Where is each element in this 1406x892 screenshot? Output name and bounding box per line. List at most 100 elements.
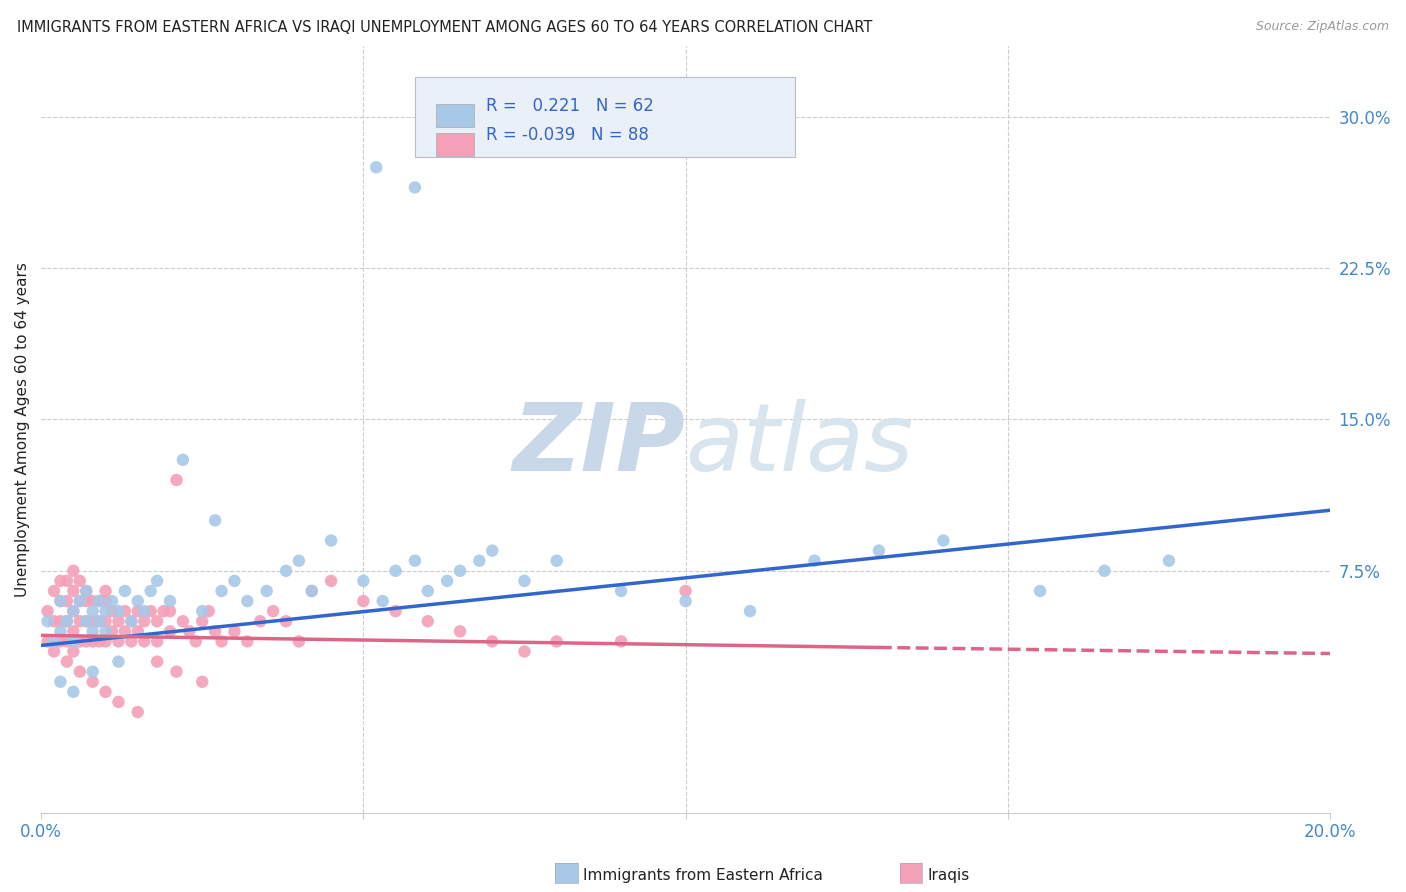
Point <box>546 554 568 568</box>
Point <box>42 634 65 648</box>
Point <box>75 584 97 599</box>
Point <box>56 614 79 628</box>
Point <box>204 513 226 527</box>
Point <box>127 705 149 719</box>
Point <box>236 634 259 648</box>
Point <box>932 533 955 548</box>
Point <box>481 543 503 558</box>
Point <box>107 604 129 618</box>
Point <box>114 584 136 599</box>
Point <box>107 614 129 628</box>
Point <box>352 574 374 588</box>
Point <box>165 665 187 679</box>
Point <box>120 634 142 648</box>
Point <box>321 574 343 588</box>
Point <box>75 594 97 608</box>
Point <box>75 614 97 628</box>
Point <box>146 574 169 588</box>
Point <box>49 594 72 608</box>
Point <box>56 614 79 628</box>
Point <box>107 695 129 709</box>
Point <box>37 604 59 618</box>
Point <box>204 624 226 639</box>
Text: Iraqis: Iraqis <box>928 869 970 883</box>
Point <box>62 624 84 639</box>
Point <box>101 624 124 639</box>
Point <box>87 614 110 628</box>
Point <box>146 634 169 648</box>
Point <box>49 634 72 648</box>
Point <box>416 614 439 628</box>
Point <box>436 574 458 588</box>
Y-axis label: Unemployment Among Ages 60 to 64 years: Unemployment Among Ages 60 to 64 years <box>15 262 30 597</box>
Point <box>37 634 59 648</box>
Point <box>803 554 825 568</box>
Point <box>404 554 426 568</box>
Point <box>82 624 104 639</box>
Point <box>82 614 104 628</box>
Point <box>172 452 194 467</box>
Point <box>134 604 156 618</box>
Point <box>1094 564 1116 578</box>
Point <box>321 533 343 548</box>
Point <box>262 604 284 618</box>
Point <box>449 624 471 639</box>
Point <box>468 554 491 568</box>
Point <box>274 564 297 578</box>
Point <box>69 665 91 679</box>
Point <box>62 644 84 658</box>
Point <box>236 594 259 608</box>
Text: R =   0.221   N = 62: R = 0.221 N = 62 <box>486 97 654 115</box>
FancyBboxPatch shape <box>436 133 474 156</box>
Point <box>675 584 697 599</box>
Point <box>87 614 110 628</box>
Point <box>127 624 149 639</box>
Point <box>159 624 181 639</box>
Point <box>75 614 97 628</box>
Point <box>69 574 91 588</box>
Point <box>449 564 471 578</box>
Point <box>62 584 84 599</box>
Point <box>134 634 156 648</box>
Point <box>165 473 187 487</box>
Point <box>274 614 297 628</box>
Point <box>384 564 406 578</box>
Point <box>120 614 142 628</box>
Point <box>152 604 174 618</box>
Point <box>62 564 84 578</box>
Point <box>249 614 271 628</box>
Point <box>127 594 149 608</box>
Point <box>256 584 278 599</box>
Point <box>114 604 136 618</box>
Point <box>134 614 156 628</box>
Point <box>94 624 117 639</box>
Text: Source: ZipAtlas.com: Source: ZipAtlas.com <box>1256 20 1389 33</box>
Point <box>56 634 79 648</box>
Point <box>127 604 149 618</box>
Point <box>352 594 374 608</box>
Point <box>146 614 169 628</box>
Point <box>1157 554 1180 568</box>
Point <box>49 594 72 608</box>
Point <box>87 594 110 608</box>
Point <box>191 674 214 689</box>
Point <box>211 634 233 648</box>
Point <box>371 594 394 608</box>
Point <box>404 180 426 194</box>
Point <box>69 594 91 608</box>
Point <box>546 634 568 648</box>
Point <box>191 604 214 618</box>
Point <box>738 604 761 618</box>
Point <box>288 554 311 568</box>
Text: ZIP: ZIP <box>513 399 686 491</box>
Point <box>868 543 890 558</box>
Point <box>301 584 323 599</box>
Point <box>82 594 104 608</box>
Text: R = -0.039   N = 88: R = -0.039 N = 88 <box>486 127 648 145</box>
Point <box>172 614 194 628</box>
Point <box>94 594 117 608</box>
Point <box>179 624 201 639</box>
Point <box>82 634 104 648</box>
FancyBboxPatch shape <box>415 77 796 157</box>
Point <box>94 604 117 618</box>
